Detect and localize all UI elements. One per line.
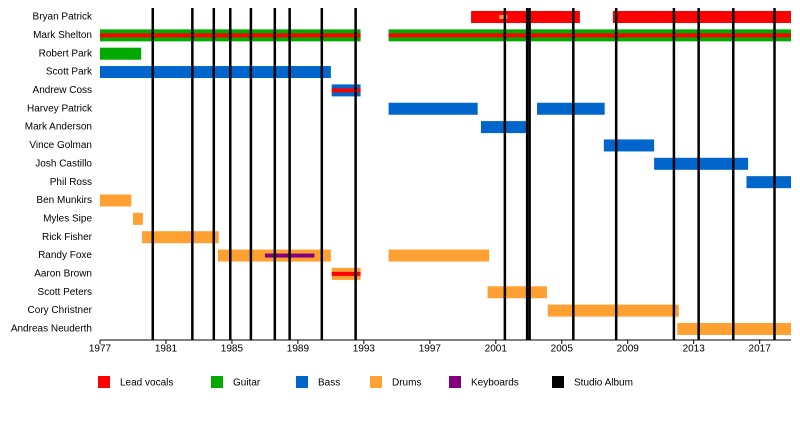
x-tick-label: 2009 [617, 344, 640, 355]
legend-label: Keyboards [471, 378, 519, 389]
member-label: Vince Golman [29, 140, 92, 151]
member-label: Robert Park [39, 48, 93, 59]
x-tick-label: 2017 [749, 344, 772, 355]
legend-swatch [211, 376, 223, 388]
x-tick-label: 1989 [287, 344, 310, 355]
bar [100, 194, 132, 207]
legend-swatch [449, 376, 461, 388]
bar [654, 157, 749, 170]
member-label: Myles Sipe [43, 213, 92, 224]
bar [100, 66, 331, 79]
legend-swatch [370, 376, 382, 388]
member-label: Scott Peters [38, 287, 92, 298]
member-label: Rick Fisher [42, 232, 93, 243]
legend-swatch [296, 376, 308, 388]
bar [132, 212, 143, 225]
stripe [331, 88, 361, 93]
bar [142, 231, 219, 244]
bar [388, 249, 490, 262]
bar [547, 304, 679, 317]
member-label: Bryan Patrick [33, 12, 93, 23]
legend-label: Guitar [233, 378, 261, 389]
x-tick-label: 1985 [221, 344, 244, 355]
bar [612, 11, 791, 23]
member-label: Mark Shelton [33, 30, 92, 41]
bar [746, 176, 791, 189]
member-label: Andreas Neuderth [11, 324, 92, 335]
stripe [499, 15, 508, 19]
x-tick-label: 1981 [155, 344, 178, 355]
legend-label: Lead vocals [120, 378, 173, 389]
legend-label: Studio Album [574, 378, 633, 389]
bar [471, 11, 580, 23]
x-tick-label: 2005 [551, 344, 574, 355]
member-label: Cory Christner [28, 305, 93, 316]
member-label: Randy Foxe [38, 250, 92, 261]
x-tick-label: 2013 [683, 344, 706, 355]
stripe [388, 33, 791, 38]
member-label: Mark Anderson [25, 122, 92, 133]
bar [537, 102, 605, 115]
bar [487, 286, 547, 299]
member-label: Harvey Patrick [27, 103, 93, 114]
member-label: Scott Park [46, 67, 93, 78]
legend-swatch [552, 376, 564, 388]
stripe [331, 271, 361, 276]
bar [388, 102, 478, 115]
member-label: Aaron Brown [34, 269, 92, 280]
member-label: Josh Castillo [35, 158, 92, 169]
member-label: Ben Munkirs [36, 195, 92, 206]
member-label: Andrew Coss [33, 85, 92, 96]
legend-label: Bass [318, 378, 340, 389]
x-tick-label: 1997 [419, 344, 442, 355]
x-tick-label: 1977 [89, 344, 112, 355]
member-label: Phil Ross [50, 177, 92, 188]
x-tick-label: 2001 [485, 344, 508, 355]
x-tick-label: 1993 [353, 344, 376, 355]
bar [603, 139, 655, 152]
legend-label: Drums [392, 378, 421, 389]
legend-swatch [98, 376, 110, 388]
bar [100, 47, 142, 60]
